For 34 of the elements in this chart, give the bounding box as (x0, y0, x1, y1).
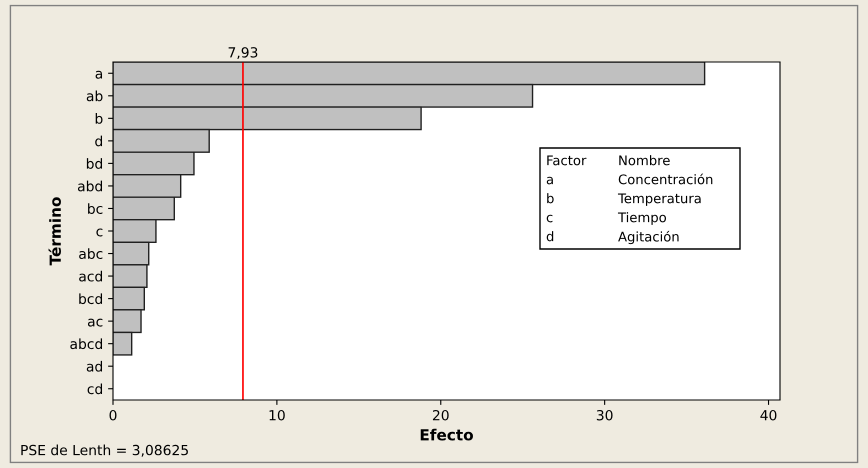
x-tick-label: 40 (760, 410, 776, 420)
annotation: Agitación (618, 230, 679, 244)
y-tick-label: c (96, 228, 102, 236)
annotation: Temperatura (618, 194, 701, 206)
ref-line-label: 7,93 (228, 47, 258, 60)
y-tick-label: bc (88, 203, 102, 214)
annotation: a (546, 176, 553, 184)
annotation: Concentración (618, 174, 712, 184)
x-tick-label: 30 (596, 410, 613, 420)
y-tick-label: d (95, 136, 102, 146)
x-tick-label: 0 (109, 410, 116, 420)
text: PSE de Lenth = 3,08625 (21, 444, 188, 457)
x-axis-title: Efecto (420, 428, 473, 441)
y-tick-label: abc (79, 248, 102, 260)
y-tick-label: ab (86, 90, 103, 102)
annotation: d (546, 231, 554, 242)
y-tick-label: acd (79, 270, 102, 282)
y-tick-label: b (96, 113, 103, 124)
y-tick-label: cd (88, 383, 102, 394)
annotation: Nombre (619, 155, 670, 166)
y-tick-label: abd (78, 180, 102, 192)
y-tick-label: ad (86, 360, 102, 372)
annotation: b (547, 193, 554, 204)
y-tick-label: abcd (70, 338, 102, 350)
annotation: c (546, 214, 552, 222)
y-tick-label: bd (86, 158, 102, 169)
y-tick-label: a (96, 70, 102, 79)
y-axis-title: Término (48, 197, 61, 266)
x-tick-label: 10 (270, 410, 285, 420)
x-tick-label: 20 (432, 410, 449, 420)
y-tick-label: bcd (79, 293, 102, 304)
annotation: Tiempo (618, 212, 666, 225)
annotation: Factor (547, 156, 586, 166)
y-tick-label: ac (88, 318, 102, 327)
